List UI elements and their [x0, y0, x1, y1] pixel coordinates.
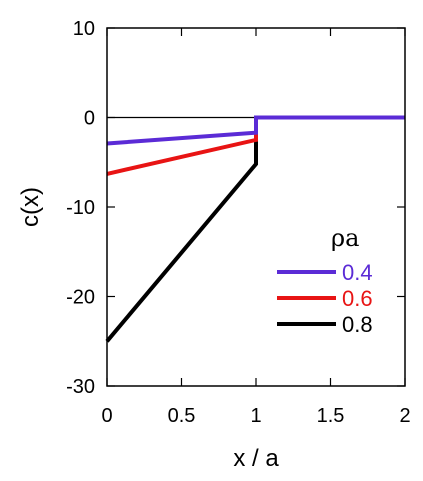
- legend-label-0.4: 0.4: [342, 260, 373, 285]
- x-axis-title: x / a: [233, 445, 279, 472]
- y-tick-label: -10: [66, 197, 95, 219]
- legend-items: 0.40.60.8: [277, 260, 373, 337]
- x-tick-label: 1: [250, 405, 261, 427]
- x-tick-label: 1.5: [317, 405, 345, 427]
- legend-label-0.6: 0.6: [342, 286, 373, 311]
- legend-title: ρa: [331, 224, 359, 252]
- x-tick-label: 0: [101, 405, 112, 427]
- series-line-0.4: [106, 115, 405, 146]
- y-tick-label: -30: [66, 376, 95, 398]
- x-tick-label: 0.5: [168, 405, 196, 427]
- legend-label-0.8: 0.8: [342, 312, 373, 337]
- series-layer: [105, 115, 405, 343]
- y-tick-label: 10: [73, 18, 95, 40]
- x-tick-label: 2: [399, 405, 410, 427]
- plot-frame: [106, 27, 406, 387]
- y-tick-label: -20: [66, 287, 95, 309]
- y-axis-title: c(x): [17, 187, 44, 227]
- y-tick-label: 0: [84, 108, 95, 130]
- tick-labels-layer: 0 0.5 1 1.5 2 -30 -20 -10 0 10: [66, 18, 410, 427]
- legend: ρa 0.40.60.8: [277, 224, 373, 337]
